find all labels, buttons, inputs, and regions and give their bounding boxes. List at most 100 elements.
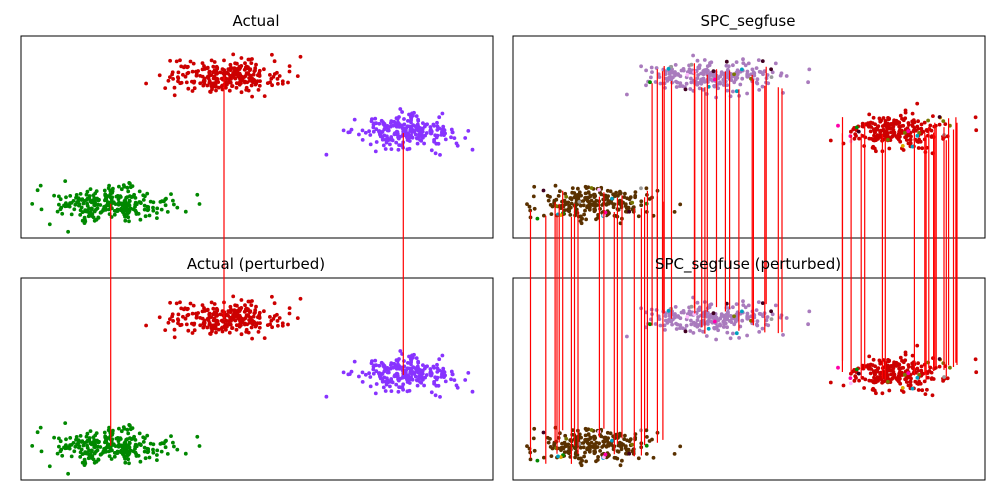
- scatter-point: [875, 127, 880, 132]
- scatter-point: [272, 72, 277, 76]
- scatter-outlier-point: [856, 129, 861, 134]
- scatter-point: [171, 319, 176, 323]
- scatter-point: [347, 372, 352, 376]
- scatter-point: [644, 68, 648, 73]
- scatter-point: [707, 63, 712, 68]
- scatter-point: [723, 321, 728, 326]
- scatter-point: [941, 379, 945, 383]
- scatter-point: [869, 367, 874, 371]
- scatter-point: [728, 314, 733, 318]
- scatter-point: [881, 116, 886, 120]
- scatter-outlier-point: [556, 454, 560, 459]
- scatter-point: [78, 213, 83, 217]
- scatter-point: [254, 62, 258, 67]
- scatter-point: [741, 61, 746, 65]
- scatter-point: [390, 138, 395, 143]
- scatter-point: [669, 77, 674, 82]
- scatter-point: [127, 441, 132, 445]
- scatter-point: [286, 322, 290, 327]
- scatter-point: [103, 193, 108, 198]
- scatter-point: [257, 68, 262, 73]
- scatter-point: [195, 192, 200, 197]
- scatter-point: [932, 124, 937, 129]
- scatter-point: [916, 368, 921, 373]
- scatter-point: [549, 212, 554, 217]
- scatter-point: [136, 453, 141, 458]
- scatter-point: [146, 449, 151, 454]
- scatter-point: [751, 70, 756, 75]
- scatter-point: [724, 313, 729, 317]
- scatter-point: [916, 140, 921, 144]
- scatter-point: [701, 69, 706, 73]
- scatter-point: [583, 433, 588, 438]
- scatter-point: [122, 426, 127, 431]
- scatter-point: [398, 376, 402, 381]
- scatter-point: [625, 92, 629, 97]
- scatter-point: [590, 444, 594, 449]
- scatter-point: [583, 191, 588, 196]
- scatter-point: [394, 140, 399, 145]
- scatter-point: [882, 379, 887, 384]
- scatter-point: [79, 205, 84, 210]
- scatter-point: [184, 80, 189, 85]
- scatter-point: [389, 147, 394, 152]
- scatter-point: [35, 188, 40, 193]
- scatter-point: [183, 316, 188, 321]
- scatter-point: [117, 184, 121, 189]
- scatter-point: [270, 83, 274, 88]
- scatter-point: [937, 364, 942, 369]
- scatter-point: [920, 388, 925, 393]
- scatter-point: [737, 336, 741, 340]
- scatter-point: [357, 132, 361, 137]
- scatter-point: [707, 305, 712, 310]
- scatter-point: [862, 144, 866, 148]
- scatter-point: [254, 323, 259, 328]
- scatter-point: [136, 211, 141, 216]
- scatter-point: [913, 379, 918, 384]
- scatter-point: [250, 299, 254, 303]
- scatter-point: [919, 122, 924, 127]
- scatter-outlier-point: [589, 428, 594, 432]
- scatter-point: [663, 314, 668, 318]
- scatter-point: [912, 126, 917, 130]
- scatter-point: [890, 377, 894, 381]
- scatter-point: [157, 315, 162, 320]
- scatter-point: [137, 189, 142, 194]
- scatter-point: [251, 314, 256, 319]
- scatter-point: [622, 195, 627, 200]
- scatter-point: [731, 63, 735, 68]
- scatter-point: [911, 129, 916, 134]
- scatter-point: [60, 211, 65, 216]
- scatter-point: [287, 64, 292, 68]
- scatter-point: [369, 119, 374, 124]
- scatter-point: [697, 328, 702, 333]
- scatter-point: [123, 460, 128, 465]
- scatter-point: [209, 58, 214, 63]
- scatter-point: [202, 64, 206, 68]
- scatter-point: [716, 318, 721, 323]
- scatter-point: [695, 318, 700, 322]
- scatter-outlier-point: [910, 386, 915, 391]
- scatter-point: [205, 83, 210, 88]
- scatter-outlier-point: [740, 67, 744, 72]
- scatter-point: [170, 312, 175, 317]
- scatter-point: [578, 203, 583, 208]
- scatter-point: [585, 195, 589, 200]
- scatter-point: [880, 391, 885, 396]
- scatter-point: [429, 390, 434, 395]
- scatter-point: [416, 117, 420, 122]
- scatter-point: [556, 194, 561, 198]
- scatter-point: [408, 371, 413, 375]
- scatter-point: [849, 129, 853, 134]
- scatter-point: [185, 71, 190, 76]
- scatter-point: [80, 452, 85, 456]
- scatter-point: [186, 64, 190, 69]
- scatter-point: [250, 57, 254, 61]
- scatter-point: [35, 430, 40, 435]
- scatter-point: [205, 75, 210, 79]
- scatter-outlier-point: [689, 304, 694, 309]
- scatter-point: [245, 322, 250, 327]
- scatter-point: [974, 370, 979, 375]
- scatter-point: [678, 84, 682, 88]
- scatter-point: [725, 325, 729, 330]
